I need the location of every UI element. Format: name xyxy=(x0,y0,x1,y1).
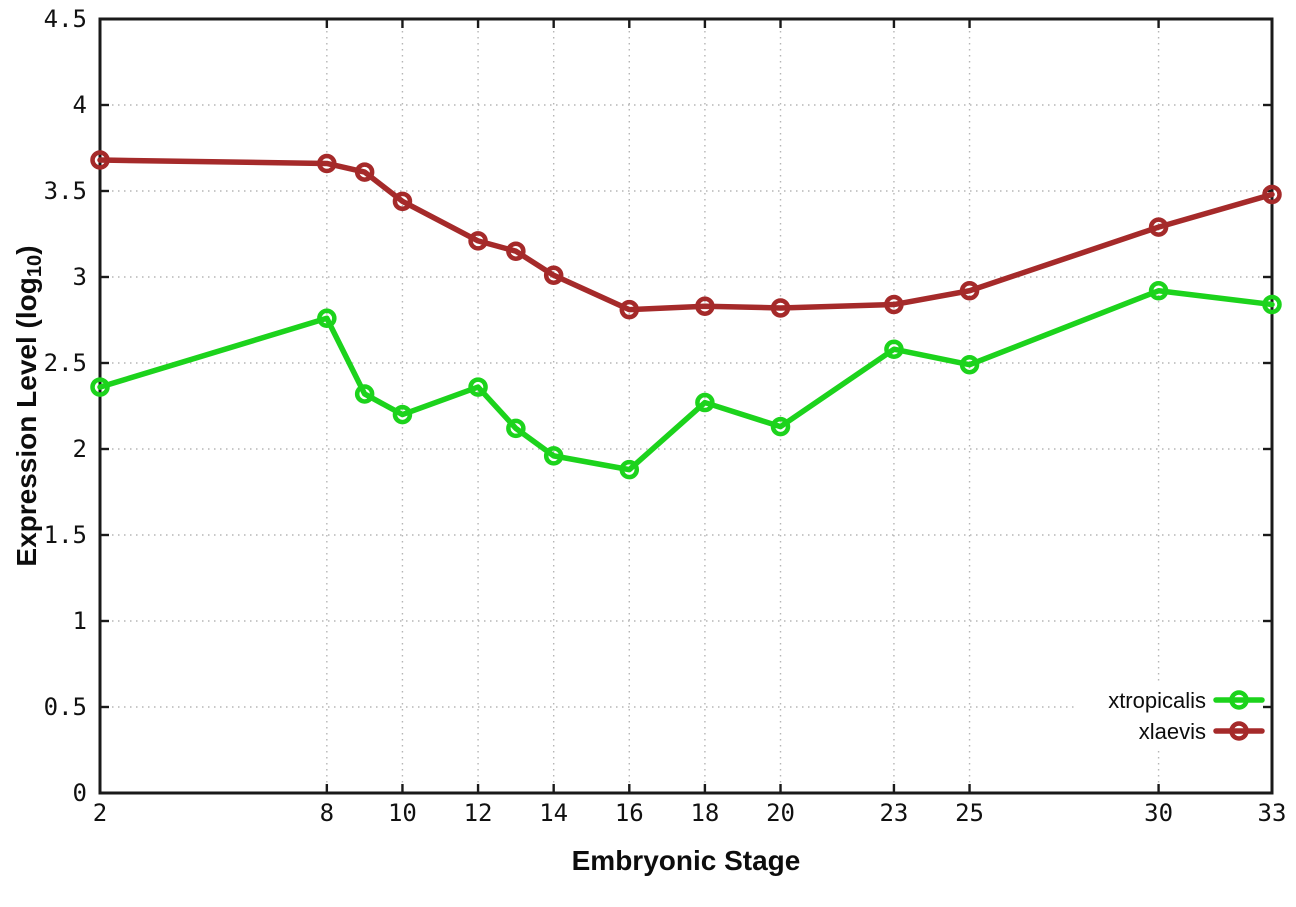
marker-xlaevis xyxy=(468,231,488,251)
y-tick-label: 1.5 xyxy=(44,521,87,549)
marker-xtropicalis xyxy=(770,416,791,437)
x-tick-label: 2 xyxy=(93,799,107,827)
marker-xtropicalis xyxy=(90,377,110,397)
y-tick-label: 3 xyxy=(73,263,87,291)
marker-xlaevis xyxy=(392,191,413,212)
y-axis-title: Expression Level (log10) xyxy=(11,245,47,567)
marker-xtropicalis xyxy=(619,459,640,480)
marker-xlaevis xyxy=(1262,184,1282,205)
marker-xtropicalis xyxy=(543,446,564,466)
x-tick-label: 14 xyxy=(539,799,568,827)
marker-xtropicalis xyxy=(1148,281,1169,301)
y-tick-label: 4 xyxy=(73,91,87,119)
x-tick-label: 8 xyxy=(320,799,334,827)
y-tick-label: 2.5 xyxy=(44,349,87,377)
x-axis-title: Embryonic Stage xyxy=(571,845,801,876)
marker-xlaevis xyxy=(695,296,715,316)
x-tick-label: 30 xyxy=(1144,799,1173,827)
y-axis-title-text: Expression Level (log xyxy=(11,277,42,567)
series-line-xlaevis xyxy=(97,157,1275,313)
marker-xtropicalis xyxy=(317,308,337,329)
plot-border xyxy=(98,17,1274,795)
y-tick-label: 0.5 xyxy=(44,693,87,721)
x-tick-label: 25 xyxy=(955,799,984,827)
x-tick-label: 16 xyxy=(615,799,644,827)
marker-xtropicalis xyxy=(695,392,715,413)
x-tick-label: 18 xyxy=(690,799,719,827)
marker-xtropicalis xyxy=(959,354,980,375)
legend-label-xtropicalis: xtropicalis xyxy=(1108,688,1206,713)
marker-xtropicalis xyxy=(1262,294,1282,315)
marker-xlaevis xyxy=(317,153,337,174)
marker-xlaevis xyxy=(543,265,564,286)
x-tick-label: 12 xyxy=(464,799,493,827)
legend-marker-xtropicalis xyxy=(1229,690,1249,710)
y-tick-label: 2 xyxy=(73,435,87,463)
marker-xlaevis xyxy=(506,241,526,261)
marker-xlaevis xyxy=(884,294,904,315)
marker-xtropicalis xyxy=(354,384,375,404)
legend-marker-xlaevis xyxy=(1229,721,1249,741)
x-tick-label: 20 xyxy=(766,799,795,827)
legend-background xyxy=(1075,682,1261,748)
marker-xlaevis xyxy=(959,281,980,301)
y-axis-title-suffix: ) xyxy=(11,245,42,255)
series-line-xtropicalis xyxy=(97,288,1275,473)
y-axis-title-subscript: 10 xyxy=(24,254,47,278)
marker-xtropicalis xyxy=(884,339,904,359)
marker-xlaevis xyxy=(354,162,375,182)
y-tick-label: 0 xyxy=(73,779,87,807)
marker-xtropicalis xyxy=(506,418,526,439)
y-tick-label: 4.5 xyxy=(44,5,87,33)
legend-label-xlaevis: xlaevis xyxy=(1139,719,1206,744)
x-tick-label: 33 xyxy=(1258,799,1287,827)
y-tick-label: 3.5 xyxy=(44,177,87,205)
marker-xlaevis xyxy=(619,299,640,320)
marker-xlaevis xyxy=(1148,217,1169,237)
marker-xlaevis xyxy=(770,298,791,318)
marker-xtropicalis xyxy=(392,404,413,425)
y-tick-label: 1 xyxy=(73,607,87,635)
marker-xlaevis xyxy=(90,150,110,170)
x-tick-label: 10 xyxy=(388,799,417,827)
marker-xtropicalis xyxy=(468,377,488,397)
x-tick-label: 23 xyxy=(879,799,908,827)
